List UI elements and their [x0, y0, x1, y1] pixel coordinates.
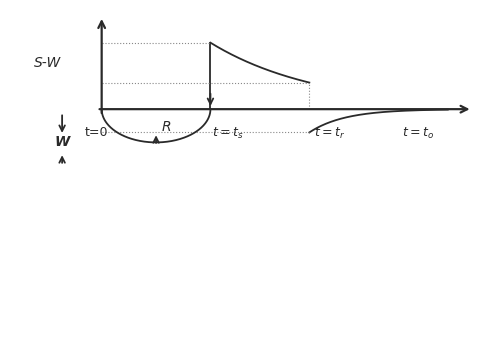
Text: t=0: t=0: [85, 126, 108, 139]
Text: $t=t_o$: $t=t_o$: [402, 126, 434, 141]
Text: R: R: [161, 120, 171, 135]
Text: W: W: [54, 136, 70, 149]
Text: $t=t_s$: $t=t_s$: [212, 126, 244, 141]
Text: S-W: S-W: [34, 56, 61, 70]
Text: $t=t_r$: $t=t_r$: [314, 126, 344, 141]
